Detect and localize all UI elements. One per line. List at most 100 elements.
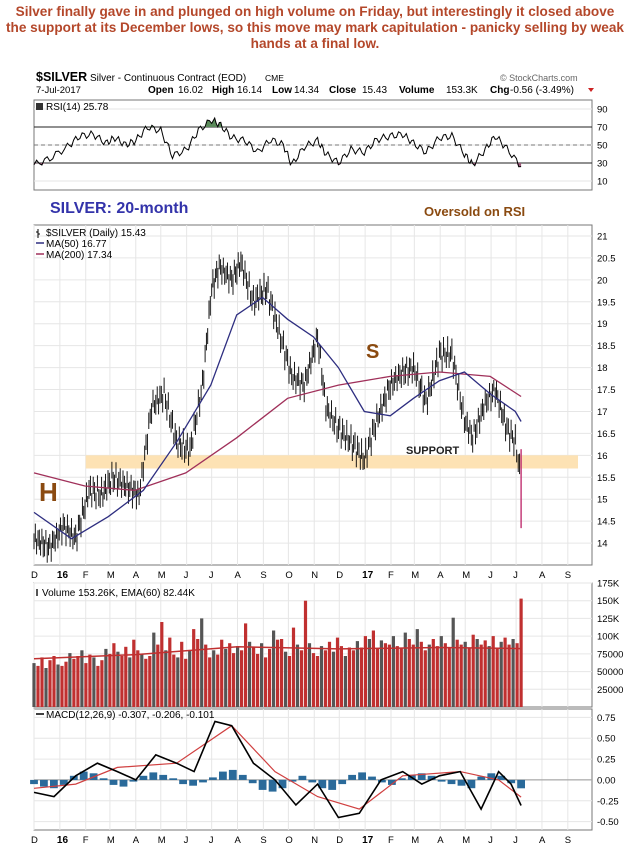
volume-bar (208, 657, 212, 707)
volume-bar (455, 639, 459, 707)
volume-bar (427, 644, 431, 707)
macd-histogram-bar (328, 779, 337, 790)
volume-bar (116, 651, 120, 707)
volume-bar (40, 657, 44, 707)
volume-bar (399, 647, 403, 707)
macd-histogram-bar (30, 779, 38, 785)
price-ytick-label: 20 (597, 275, 608, 286)
macd-xtick-label: M (462, 835, 470, 846)
volume-bar (403, 632, 407, 707)
rsi-legend-swatch (36, 103, 43, 110)
macd-histogram-bar (268, 779, 277, 792)
volume-bar (387, 644, 391, 707)
volume-bar (499, 641, 503, 707)
macd-histogram-bar (199, 779, 207, 783)
volume-bar (100, 660, 104, 707)
volume-bar (327, 641, 332, 707)
close-label: Close (329, 85, 357, 96)
volume-bar (120, 656, 124, 707)
volume-bar (192, 629, 196, 707)
price-ytick-label: 20.5 (597, 253, 616, 264)
macd-histogram-bar (497, 775, 506, 780)
macd-line (33, 720, 522, 819)
macd-histogram-bar (258, 779, 267, 790)
price-xtick-label: J (513, 570, 518, 581)
price-xtick-label: J (184, 570, 189, 581)
volume-bar (276, 639, 280, 707)
volume-bar (515, 643, 519, 707)
volume-bar (140, 653, 144, 707)
macd-histogram-bar (119, 779, 128, 787)
rsi-ytick-label: 90 (597, 105, 608, 116)
macd-xtick-label: A (235, 835, 242, 846)
macd-histogram-bar (109, 779, 118, 785)
head-annotation: H (39, 477, 58, 507)
volume-bar (124, 646, 128, 707)
volume-bar (347, 647, 351, 707)
volume-bar (188, 650, 192, 707)
volume-legend-swatch (36, 589, 38, 596)
macd-xtick-label: A (133, 835, 140, 846)
header-exchange: CME (265, 73, 284, 83)
chart-title-annotation: SILVER: 20-month (50, 200, 188, 217)
price-xtick-label: A (437, 570, 444, 581)
volume-bar (307, 643, 312, 707)
macd-xtick-label: M (107, 835, 115, 846)
volume-bar (136, 650, 140, 707)
macd-histogram-bar (338, 779, 347, 785)
macd-ytick-label: 0.75 (597, 713, 616, 724)
macd-histogram-bar (348, 774, 356, 780)
volume-bar (363, 636, 367, 707)
volume-bar (491, 636, 495, 707)
volume-bar (447, 647, 451, 707)
macd-xtick-label: A (437, 835, 444, 846)
macd-histogram-bar (517, 779, 525, 789)
macd-panel (30, 720, 592, 819)
volume-bar (511, 639, 515, 707)
macd-xtick-label: S (565, 835, 571, 846)
volume-bar (415, 629, 419, 707)
price-bars (33, 251, 521, 563)
macd-xtick-label: J (184, 835, 189, 846)
volume-bar (240, 650, 244, 707)
macd-histogram-bar (59, 779, 68, 785)
rsi-ytick-label: 30 (597, 159, 608, 170)
volume-bar (220, 639, 224, 707)
volume-bar (311, 653, 316, 707)
volume-bar (268, 648, 272, 707)
price-panel (33, 251, 578, 563)
macd-histogram-bar (298, 775, 307, 780)
chg-value: -0.56 (-3.49%) (510, 85, 574, 96)
volume-bar (168, 637, 172, 707)
macd-histogram-bar (129, 779, 138, 782)
volume-bar (383, 643, 387, 707)
macd-histogram-bar (40, 779, 48, 787)
macd-histogram-bar (209, 777, 217, 780)
volume-bar (463, 641, 467, 707)
volume-bar (156, 644, 160, 707)
volume-bar (176, 657, 180, 707)
close-value: 15.43 (362, 85, 387, 96)
price-xtick-label: A (235, 570, 242, 581)
volume-bar (44, 668, 48, 707)
macd-xtick-label: J (513, 835, 518, 846)
volume-bar (88, 654, 92, 707)
volume-bar (287, 656, 292, 707)
macd-histogram-bar (278, 779, 287, 789)
volume-bar (72, 658, 76, 707)
volume-bar (104, 648, 108, 707)
macd-xtick-label: N (311, 835, 318, 846)
volume-bar (291, 627, 296, 707)
price-xtick-label: M (411, 570, 419, 581)
volume-bar (351, 650, 355, 707)
macd-histogram-bar (149, 772, 158, 780)
volume-bar (56, 664, 60, 707)
price-xtick-label: J (488, 570, 493, 581)
macd-histogram-bar (427, 775, 436, 780)
volume-bar (84, 663, 88, 707)
volume-bar (459, 644, 463, 707)
price-ytick-label: 14.5 (597, 517, 616, 528)
price-xtick-label: M (107, 570, 115, 581)
chart-caption: Silver finally gave in and plunged on hi… (6, 4, 624, 51)
